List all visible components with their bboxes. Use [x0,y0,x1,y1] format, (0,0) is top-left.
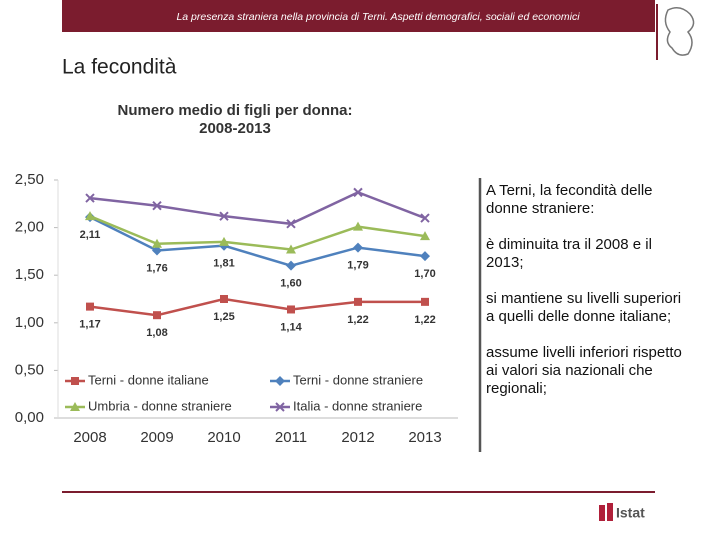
y-tick-label: 2,50 [15,171,44,188]
chart-title: Numero medio di figli per donna: [117,102,352,119]
slide-title: La fecondità [62,56,177,79]
logo-mark [607,503,613,521]
value-label: 2,11 [80,229,101,241]
data-point [153,311,161,320]
legend-label: Terni - donne straniere [293,372,423,387]
sidebar-paragraph: A Terni, la fecondità delle donne strani… [486,182,653,217]
legend-marker [275,376,285,386]
y-tick-label: 2,00 [15,219,44,236]
value-label: 1,79 [347,259,368,271]
logo-emblem [664,7,695,56]
data-point [286,219,296,229]
legend-marker [71,377,79,385]
data-point [152,200,162,211]
data-point [220,295,228,303]
value-label: 1,22 [414,314,435,326]
y-tick-label: 0,00 [15,409,44,426]
data-point [85,211,95,221]
data-point [152,238,162,248]
value-label: 1,14 [280,321,302,333]
value-label: 1,76 [146,262,167,274]
data-point [152,245,162,256]
legend-label: Italia - donne straniere [293,398,422,413]
data-point [353,187,363,198]
series-line [89,216,426,267]
value-label: 1,17 [79,319,100,331]
data-point [286,244,296,254]
value-label: 1,70 [414,268,435,280]
data-point [287,305,295,314]
value-label: 1,08 [146,327,167,339]
x-tick-label: 2009 [140,429,173,446]
legend-marker [70,402,80,411]
header-bar [62,0,655,32]
data-point [420,231,430,241]
data-point [420,213,430,223]
legend-label: Umbria - donne straniere [88,398,232,413]
data-point [219,211,229,221]
legend-label: Terni - donne italiane [88,372,209,387]
header-text: La presenza straniera nella provincia di… [176,11,580,23]
x-tick-label: 2010 [207,429,240,446]
value-label: 1,22 [347,314,368,326]
series-line [89,215,426,251]
data-point [85,193,95,203]
y-tick-label: 0,50 [15,361,44,378]
data-point [353,221,363,231]
logo-text: Istat [616,505,645,521]
data-point [420,251,430,262]
data-point [86,302,94,311]
data-point [219,236,229,246]
data-point [353,242,363,253]
data-point [421,297,429,306]
sidebar-paragraph: assume livelli inferiori rispetto ai val… [486,344,682,397]
series-line [89,191,426,226]
x-tick-label: 2012 [341,429,374,446]
x-tick-label: 2008 [73,429,106,446]
sidebar-paragraph: si mantiene su livelli superiori a quell… [486,290,682,325]
series-line [89,297,425,317]
value-label: 1,81 [213,258,234,270]
chart-subtitle: 2008-2013 [199,120,271,137]
y-tick-label: 1,50 [15,266,44,283]
logo-mark [599,505,605,521]
sidebar: A Terni, la fecondità delle donne strani… [486,182,691,416]
sidebar-paragraph: è diminuita tra il 2008 e il 2013; [486,236,652,271]
legend-marker [275,402,285,412]
y-tick-label: 1,00 [15,314,44,331]
x-tick-label: 2013 [408,429,441,446]
x-tick-label: 2011 [275,429,307,446]
value-label: 1,60 [280,278,301,290]
value-label: 1,25 [213,311,234,323]
data-point [354,297,362,306]
data-point [286,260,296,271]
